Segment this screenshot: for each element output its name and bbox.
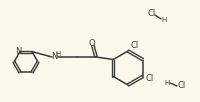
Text: H: H <box>161 17 166 23</box>
Text: H: H <box>164 80 169 86</box>
Text: Cl: Cl <box>130 40 139 49</box>
Text: N: N <box>15 47 22 56</box>
Text: Cl: Cl <box>177 80 185 89</box>
Text: H: H <box>55 51 60 57</box>
Text: Cl: Cl <box>147 8 155 18</box>
Text: N: N <box>51 52 57 61</box>
Text: Cl: Cl <box>145 74 153 83</box>
Text: O: O <box>88 39 95 48</box>
